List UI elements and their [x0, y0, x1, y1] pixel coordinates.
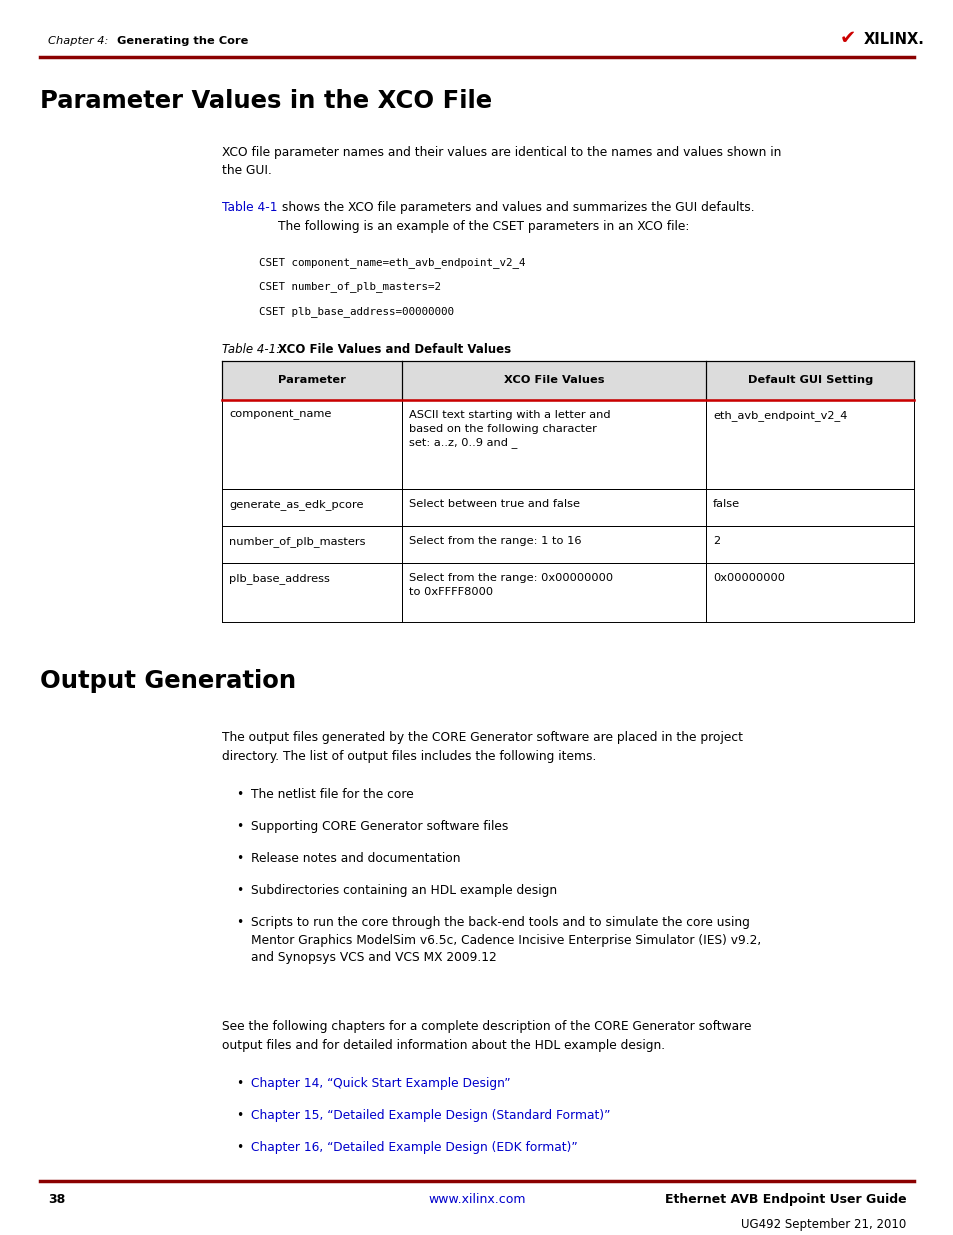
- Text: www.xilinx.com: www.xilinx.com: [428, 1193, 525, 1207]
- Text: Release notes and documentation: Release notes and documentation: [251, 852, 460, 866]
- Text: Parameter Values in the XCO File: Parameter Values in the XCO File: [40, 89, 492, 112]
- Text: Generating the Core: Generating the Core: [117, 36, 249, 46]
- Text: Table 4-1: Table 4-1: [222, 201, 277, 215]
- Text: CSET number_of_plb_masters=2: CSET number_of_plb_masters=2: [258, 282, 440, 293]
- Text: 38: 38: [48, 1193, 65, 1207]
- Text: Select from the range: 0x00000000
to 0xFFFF8000: Select from the range: 0x00000000 to 0xF…: [408, 573, 612, 597]
- Text: Output Generation: Output Generation: [40, 669, 295, 693]
- Text: XCO File Values and Default Values: XCO File Values and Default Values: [277, 343, 510, 357]
- Text: See the following chapters for a complete description of the CORE Generator soft: See the following chapters for a complet…: [222, 1020, 751, 1052]
- Text: CSET component_name=eth_avb_endpoint_v2_4: CSET component_name=eth_avb_endpoint_v2_…: [258, 257, 524, 268]
- Text: Parameter: Parameter: [278, 375, 346, 385]
- Text: •: •: [235, 916, 243, 930]
- Text: shows the XCO file parameters and values and summarizes the GUI defaults.
The fo: shows the XCO file parameters and values…: [277, 201, 754, 233]
- Text: Chapter 16, “Detailed Example Design (EDK format)”: Chapter 16, “Detailed Example Design (ED…: [251, 1141, 578, 1155]
- Text: •: •: [235, 852, 243, 866]
- Text: Table 4-1:: Table 4-1:: [222, 343, 280, 357]
- Text: 2: 2: [713, 536, 720, 546]
- Text: Scripts to run the core through the back-end tools and to simulate the core usin: Scripts to run the core through the back…: [251, 916, 760, 965]
- Text: XCO file parameter names and their values are identical to the names and values : XCO file parameter names and their value…: [222, 146, 781, 178]
- Text: Default GUI Setting: Default GUI Setting: [747, 375, 872, 385]
- Text: plb_base_address: plb_base_address: [229, 573, 330, 584]
- Text: •: •: [235, 1141, 243, 1155]
- Text: •: •: [235, 1077, 243, 1091]
- Text: component_name: component_name: [229, 410, 331, 420]
- Text: 0x00000000: 0x00000000: [713, 573, 784, 583]
- Bar: [222, 361, 913, 400]
- Text: Ethernet AVB Endpoint User Guide: Ethernet AVB Endpoint User Guide: [664, 1193, 905, 1207]
- Text: UG492 September 21, 2010: UG492 September 21, 2010: [740, 1218, 905, 1231]
- Text: CSET plb_base_address=00000000: CSET plb_base_address=00000000: [258, 306, 453, 317]
- Text: ✔: ✔: [839, 28, 855, 48]
- Text: eth_avb_endpoint_v2_4: eth_avb_endpoint_v2_4: [713, 410, 846, 421]
- Text: Chapter 4:: Chapter 4:: [48, 36, 108, 46]
- Text: Select between true and false: Select between true and false: [408, 499, 579, 509]
- Text: •: •: [235, 788, 243, 802]
- Text: Select from the range: 1 to 16: Select from the range: 1 to 16: [408, 536, 580, 546]
- Text: number_of_plb_masters: number_of_plb_masters: [229, 536, 365, 547]
- Text: XILINX.: XILINX.: [862, 32, 923, 47]
- Text: ASCII text starting with a letter and
based on the following character
set: a..z: ASCII text starting with a letter and ba…: [408, 410, 610, 448]
- Text: Chapter 14, “Quick Start Example Design”: Chapter 14, “Quick Start Example Design”: [251, 1077, 510, 1091]
- Text: generate_as_edk_pcore: generate_as_edk_pcore: [229, 499, 363, 510]
- Text: •: •: [235, 820, 243, 834]
- Text: Supporting CORE Generator software files: Supporting CORE Generator software files: [251, 820, 508, 834]
- Text: Chapter 15, “Detailed Example Design (Standard Format)”: Chapter 15, “Detailed Example Design (St…: [251, 1109, 610, 1123]
- Text: •: •: [235, 884, 243, 898]
- Text: false: false: [713, 499, 740, 509]
- Text: •: •: [235, 1109, 243, 1123]
- Text: Subdirectories containing an HDL example design: Subdirectories containing an HDL example…: [251, 884, 557, 898]
- Text: XCO File Values: XCO File Values: [503, 375, 604, 385]
- Text: The output files generated by the CORE Generator software are placed in the proj: The output files generated by the CORE G…: [222, 731, 742, 763]
- Text: The netlist file for the core: The netlist file for the core: [251, 788, 414, 802]
